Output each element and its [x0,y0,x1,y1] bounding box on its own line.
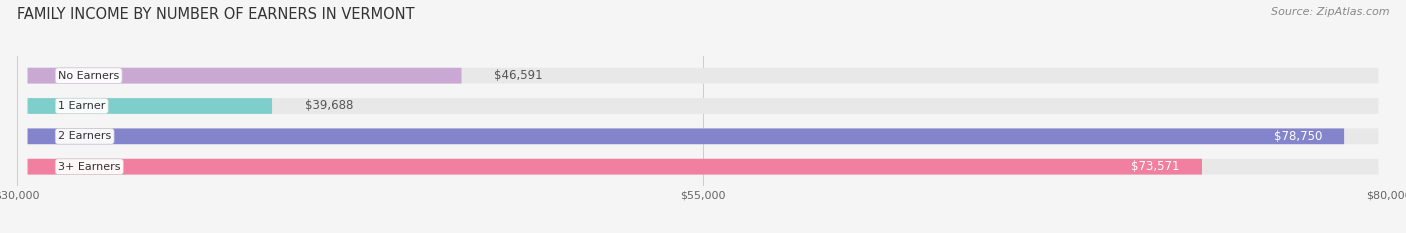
FancyBboxPatch shape [28,128,1344,144]
FancyBboxPatch shape [28,98,271,114]
Text: $46,591: $46,591 [494,69,543,82]
Text: 1 Earner: 1 Earner [58,101,105,111]
Text: $78,750: $78,750 [1274,130,1322,143]
FancyBboxPatch shape [28,68,1378,84]
FancyBboxPatch shape [28,98,1378,114]
Text: 3+ Earners: 3+ Earners [58,162,121,172]
Text: 2 Earners: 2 Earners [58,131,111,141]
Text: Source: ZipAtlas.com: Source: ZipAtlas.com [1271,7,1389,17]
FancyBboxPatch shape [28,159,1378,175]
Text: FAMILY INCOME BY NUMBER OF EARNERS IN VERMONT: FAMILY INCOME BY NUMBER OF EARNERS IN VE… [17,7,415,22]
FancyBboxPatch shape [28,128,1378,144]
Text: No Earners: No Earners [58,71,120,81]
FancyBboxPatch shape [28,68,461,84]
Text: $73,571: $73,571 [1132,160,1180,173]
Text: $39,688: $39,688 [305,99,353,113]
FancyBboxPatch shape [28,159,1202,175]
